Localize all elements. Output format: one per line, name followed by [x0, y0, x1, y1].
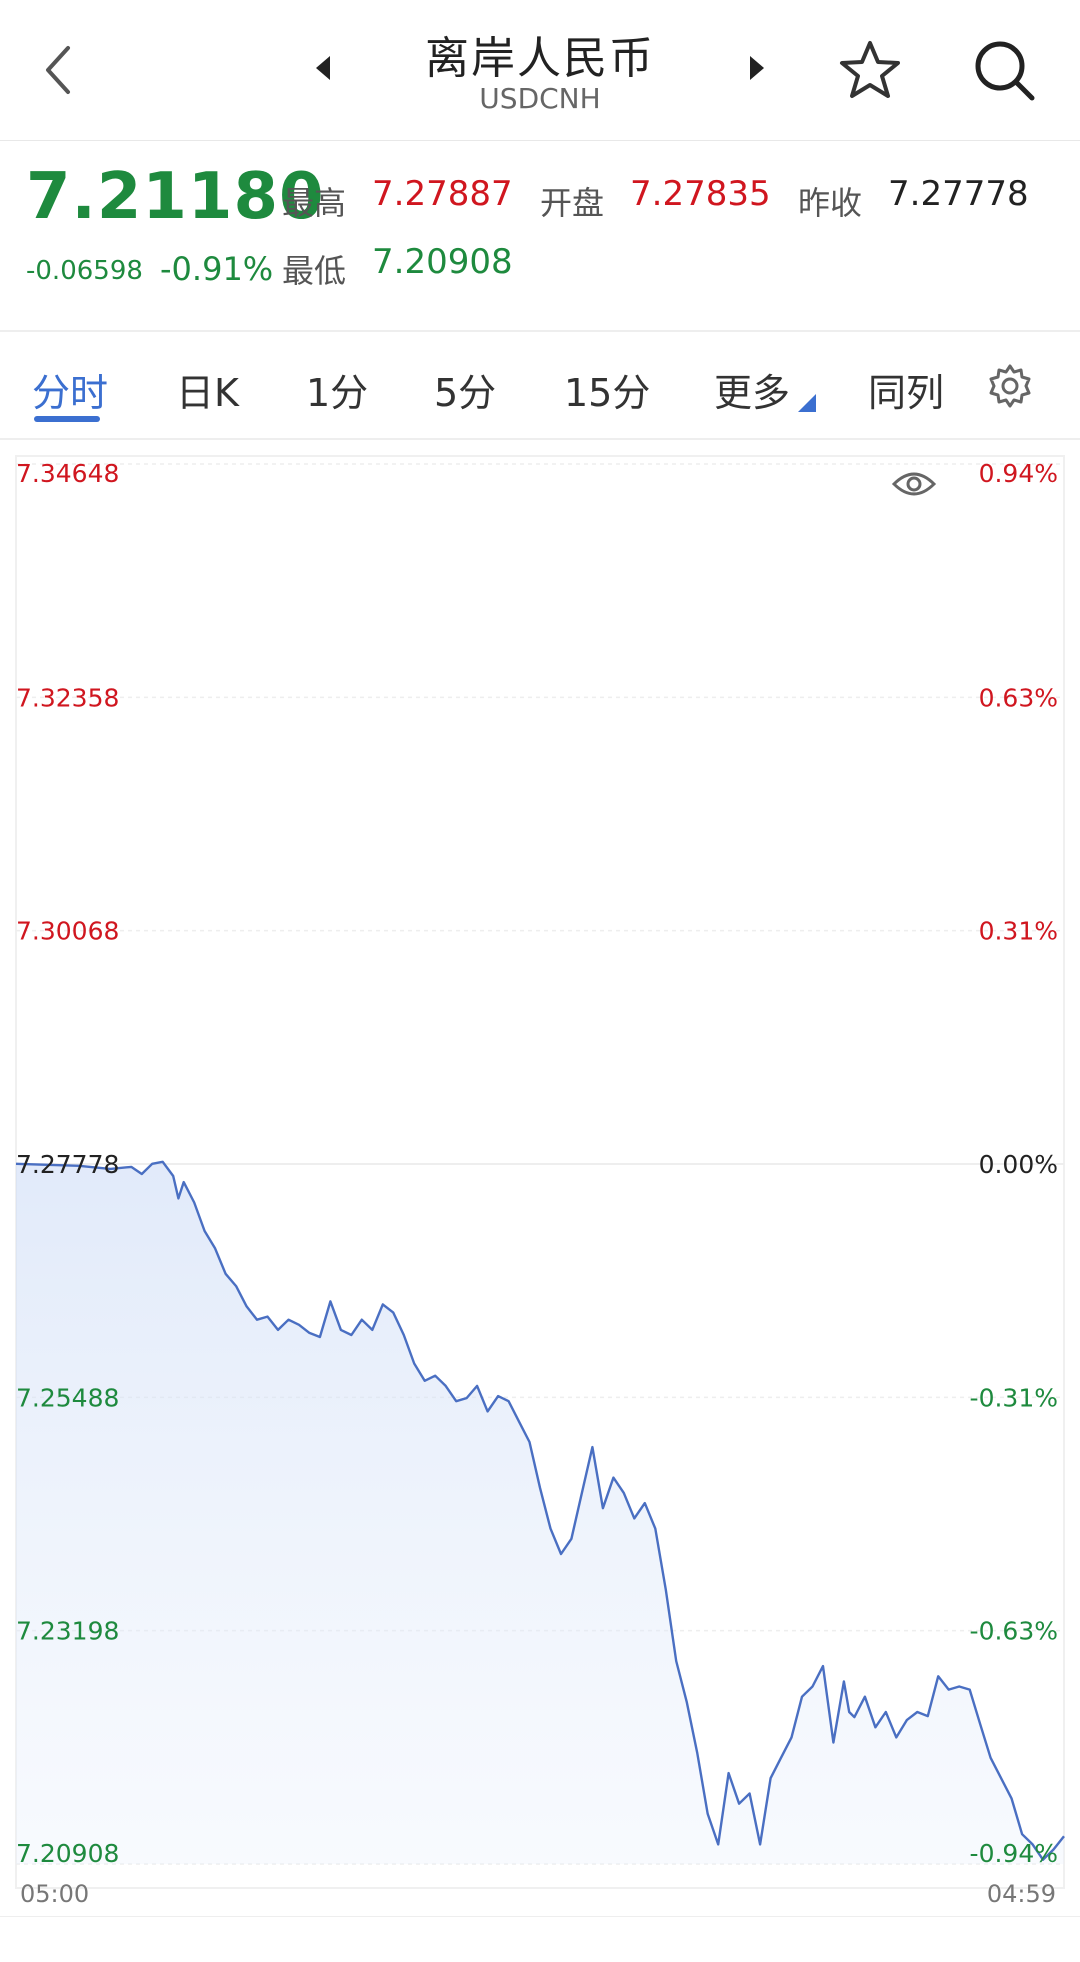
- price-change: -0.06598: [26, 256, 143, 286]
- prev-instrument-icon[interactable]: [314, 54, 334, 82]
- y-axis-percent-label: 0.63%: [979, 683, 1058, 712]
- tab-5min[interactable]: 5分: [434, 371, 497, 415]
- y-axis-price-label: 7.32358: [16, 683, 119, 712]
- y-axis-percent-label: -0.94%: [970, 1839, 1058, 1868]
- price-area: [16, 1161, 1064, 1864]
- y-axis-percent-label: 0.00%: [979, 1150, 1058, 1179]
- visibility-eye-icon[interactable]: [891, 472, 937, 496]
- y-axis-price-label: 7.20908: [16, 1839, 119, 1868]
- prev-close-label: 昨收: [798, 184, 863, 222]
- settings-gear-icon[interactable]: [986, 362, 1034, 410]
- tab-1min[interactable]: 1分: [306, 371, 369, 415]
- prev-close-value: 7.27778: [888, 174, 1029, 214]
- y-axis-percent-label: -0.63%: [970, 1617, 1058, 1646]
- more-dropdown-icon[interactable]: [798, 394, 816, 412]
- instrument-code: USDCNH: [479, 82, 601, 115]
- high-value: 7.27887: [372, 174, 513, 214]
- divider: [0, 438, 1080, 440]
- bottom-nav-bar: [0, 1916, 1080, 1962]
- open-value: 7.27835: [630, 174, 771, 214]
- high-label: 最高: [282, 184, 347, 222]
- y-axis-percent-label: 0.31%: [979, 917, 1058, 946]
- y-axis-price-label: 7.30068: [16, 917, 119, 946]
- open-label: 开盘: [540, 184, 605, 222]
- tab-15min[interactable]: 15分: [564, 371, 651, 415]
- intraday-chart[interactable]: 7.34648 0.94% 7.32358 0.63% 7.30068 0.31% 7.27…: [0, 440, 1080, 1916]
- price-change-percent: -0.91%: [160, 250, 274, 288]
- next-instrument-icon[interactable]: [746, 54, 766, 82]
- x-axis-end-label: 04:59: [987, 1880, 1056, 1908]
- low-value: 7.20908: [372, 242, 513, 282]
- y-axis-percent-label: -0.31%: [970, 1383, 1058, 1412]
- tab-more[interactable]: 更多: [714, 371, 791, 415]
- y-axis-price-label: 7.27778: [16, 1150, 119, 1179]
- top-bar: [0, 0, 1080, 141]
- price-line: [15, 1160, 1065, 1861]
- tab-compare[interactable]: 同列: [868, 371, 945, 415]
- last-price: 7.21180: [26, 160, 325, 234]
- low-label: 最低: [282, 252, 347, 290]
- divider: [0, 330, 1080, 332]
- page-title: 离岸人民币: [425, 33, 655, 84]
- x-axis-start-label: 05:00: [20, 1880, 89, 1908]
- y-axis-price-label: 7.34648: [16, 459, 119, 488]
- y-axis-percent-label: 0.94%: [979, 459, 1058, 488]
- back-icon[interactable]: [40, 40, 80, 100]
- y-axis-price-label: 7.23198: [16, 1617, 119, 1646]
- tab-daily-k[interactable]: 日K: [176, 371, 239, 415]
- search-icon[interactable]: [972, 38, 1036, 102]
- active-tab-indicator: [34, 416, 100, 422]
- y-axis-price-label: 7.25488: [16, 1383, 119, 1412]
- favorite-star-icon[interactable]: [838, 38, 902, 102]
- tab-intraday[interactable]: 分时: [32, 371, 109, 415]
